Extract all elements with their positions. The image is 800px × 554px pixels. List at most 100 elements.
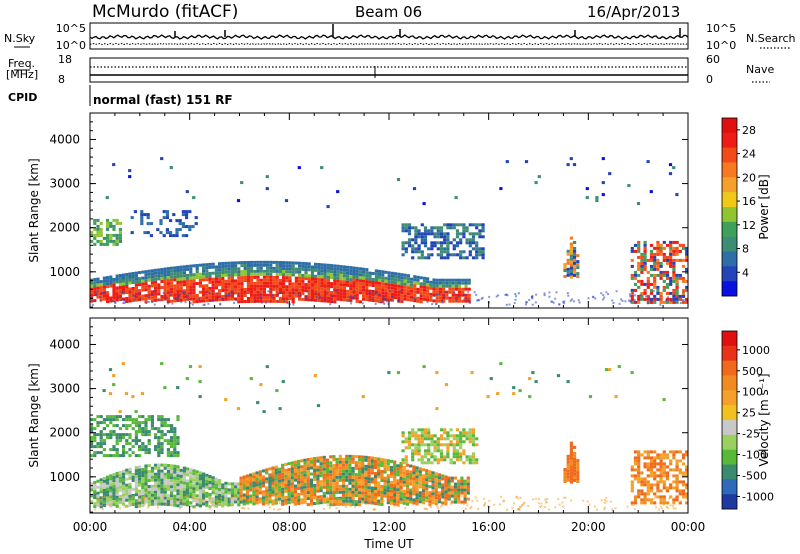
power-cell <box>234 279 238 283</box>
power-cell <box>160 268 164 271</box>
power-speck <box>122 298 125 301</box>
velocity-cell <box>361 470 365 474</box>
power-cell <box>422 291 426 295</box>
power-cell <box>227 261 231 265</box>
power-cell <box>659 252 663 256</box>
power-cell <box>467 287 471 291</box>
velocity-cell <box>99 445 103 449</box>
power-cell <box>672 294 676 298</box>
velocity-cell <box>354 488 358 492</box>
power-cell <box>147 287 151 291</box>
power-cell <box>349 275 353 279</box>
power-cell <box>326 266 330 270</box>
power-speck <box>441 299 443 302</box>
velocity-cell <box>402 495 406 499</box>
xtick-label: 16:00 <box>471 520 506 534</box>
power-cell <box>426 298 430 302</box>
power-cell <box>189 279 193 283</box>
velocity-cell <box>150 415 154 419</box>
velocity-cell <box>471 434 476 438</box>
power-cell <box>288 276 292 280</box>
velocity-cell <box>205 479 209 483</box>
power-cell <box>275 260 279 264</box>
velocity-cell <box>157 496 161 500</box>
velocity-cell <box>361 488 365 492</box>
velocity-speck <box>267 503 270 506</box>
velocity-cell <box>367 492 371 496</box>
power-cell <box>445 290 449 294</box>
velocity-cell <box>460 485 464 489</box>
power-speck <box>300 294 303 297</box>
velocity-cell <box>202 490 206 494</box>
velocity-cell <box>211 491 215 495</box>
velocity-speck <box>140 499 143 502</box>
velocity-cell <box>157 469 161 473</box>
power-cell <box>336 285 340 289</box>
power-cell <box>256 281 260 285</box>
velocity-cell <box>195 482 199 486</box>
velocity-cell <box>662 495 666 499</box>
power-speck <box>635 301 638 304</box>
velocity-cell <box>258 482 262 486</box>
velocity-cell <box>335 469 339 473</box>
power-cell <box>175 219 179 223</box>
velocity-cell <box>433 446 437 450</box>
power-cell <box>672 291 676 295</box>
power-cell <box>349 284 353 288</box>
velocity-cell <box>459 458 463 462</box>
velocity-cell <box>102 488 106 492</box>
velocity-cell <box>242 475 246 479</box>
velocity-cell <box>128 418 132 422</box>
power-cell <box>288 270 292 274</box>
power-cell <box>266 266 270 270</box>
power-cell <box>681 294 686 298</box>
velocity-cell <box>252 496 256 500</box>
power-speck <box>219 303 222 306</box>
velocity-cell <box>293 472 298 476</box>
power-cell <box>468 238 472 242</box>
velocity-cell <box>179 486 183 490</box>
velocity-cell <box>345 490 349 494</box>
velocity-cell <box>227 482 231 486</box>
velocity-cell <box>468 434 472 438</box>
velocity-cell <box>646 456 650 460</box>
velocity-cell <box>163 463 167 467</box>
power-cell <box>400 276 404 280</box>
power-cell <box>349 299 353 303</box>
power-cell <box>563 263 567 266</box>
power-cell <box>432 290 436 294</box>
velocity-cell <box>528 395 532 399</box>
power-cell <box>147 269 151 273</box>
velocity-cell <box>170 470 174 474</box>
power-cell <box>349 287 353 291</box>
velocity-cell <box>412 474 416 478</box>
velocity-speck <box>603 499 606 502</box>
velocity-colorbar-segment <box>722 390 737 406</box>
power-cell <box>643 267 647 271</box>
velocity-cell <box>452 434 456 438</box>
velocity-cell <box>102 442 106 446</box>
power-cell <box>304 268 308 272</box>
power-cell <box>198 299 202 303</box>
power-cell <box>471 223 476 227</box>
velocity-cell <box>662 462 666 466</box>
velocity-cell <box>449 461 453 465</box>
velocity-cell <box>179 489 183 493</box>
power-cell <box>205 299 209 303</box>
power-cell <box>140 213 144 217</box>
power-cell <box>436 226 440 230</box>
velocity-cell <box>293 502 298 506</box>
power-cell <box>326 284 330 288</box>
velocity-cell <box>341 481 346 485</box>
power-cell <box>106 233 110 237</box>
velocity-cell <box>258 491 262 495</box>
velocity-speck <box>220 497 222 500</box>
velocity-cell <box>389 465 394 469</box>
velocity-cell <box>313 490 317 493</box>
power-cell <box>278 270 282 273</box>
velocity-cell <box>669 483 673 487</box>
power-cell <box>339 271 343 275</box>
velocity-cell <box>176 454 180 458</box>
power-cell <box>227 273 231 277</box>
power-cell <box>573 246 577 250</box>
